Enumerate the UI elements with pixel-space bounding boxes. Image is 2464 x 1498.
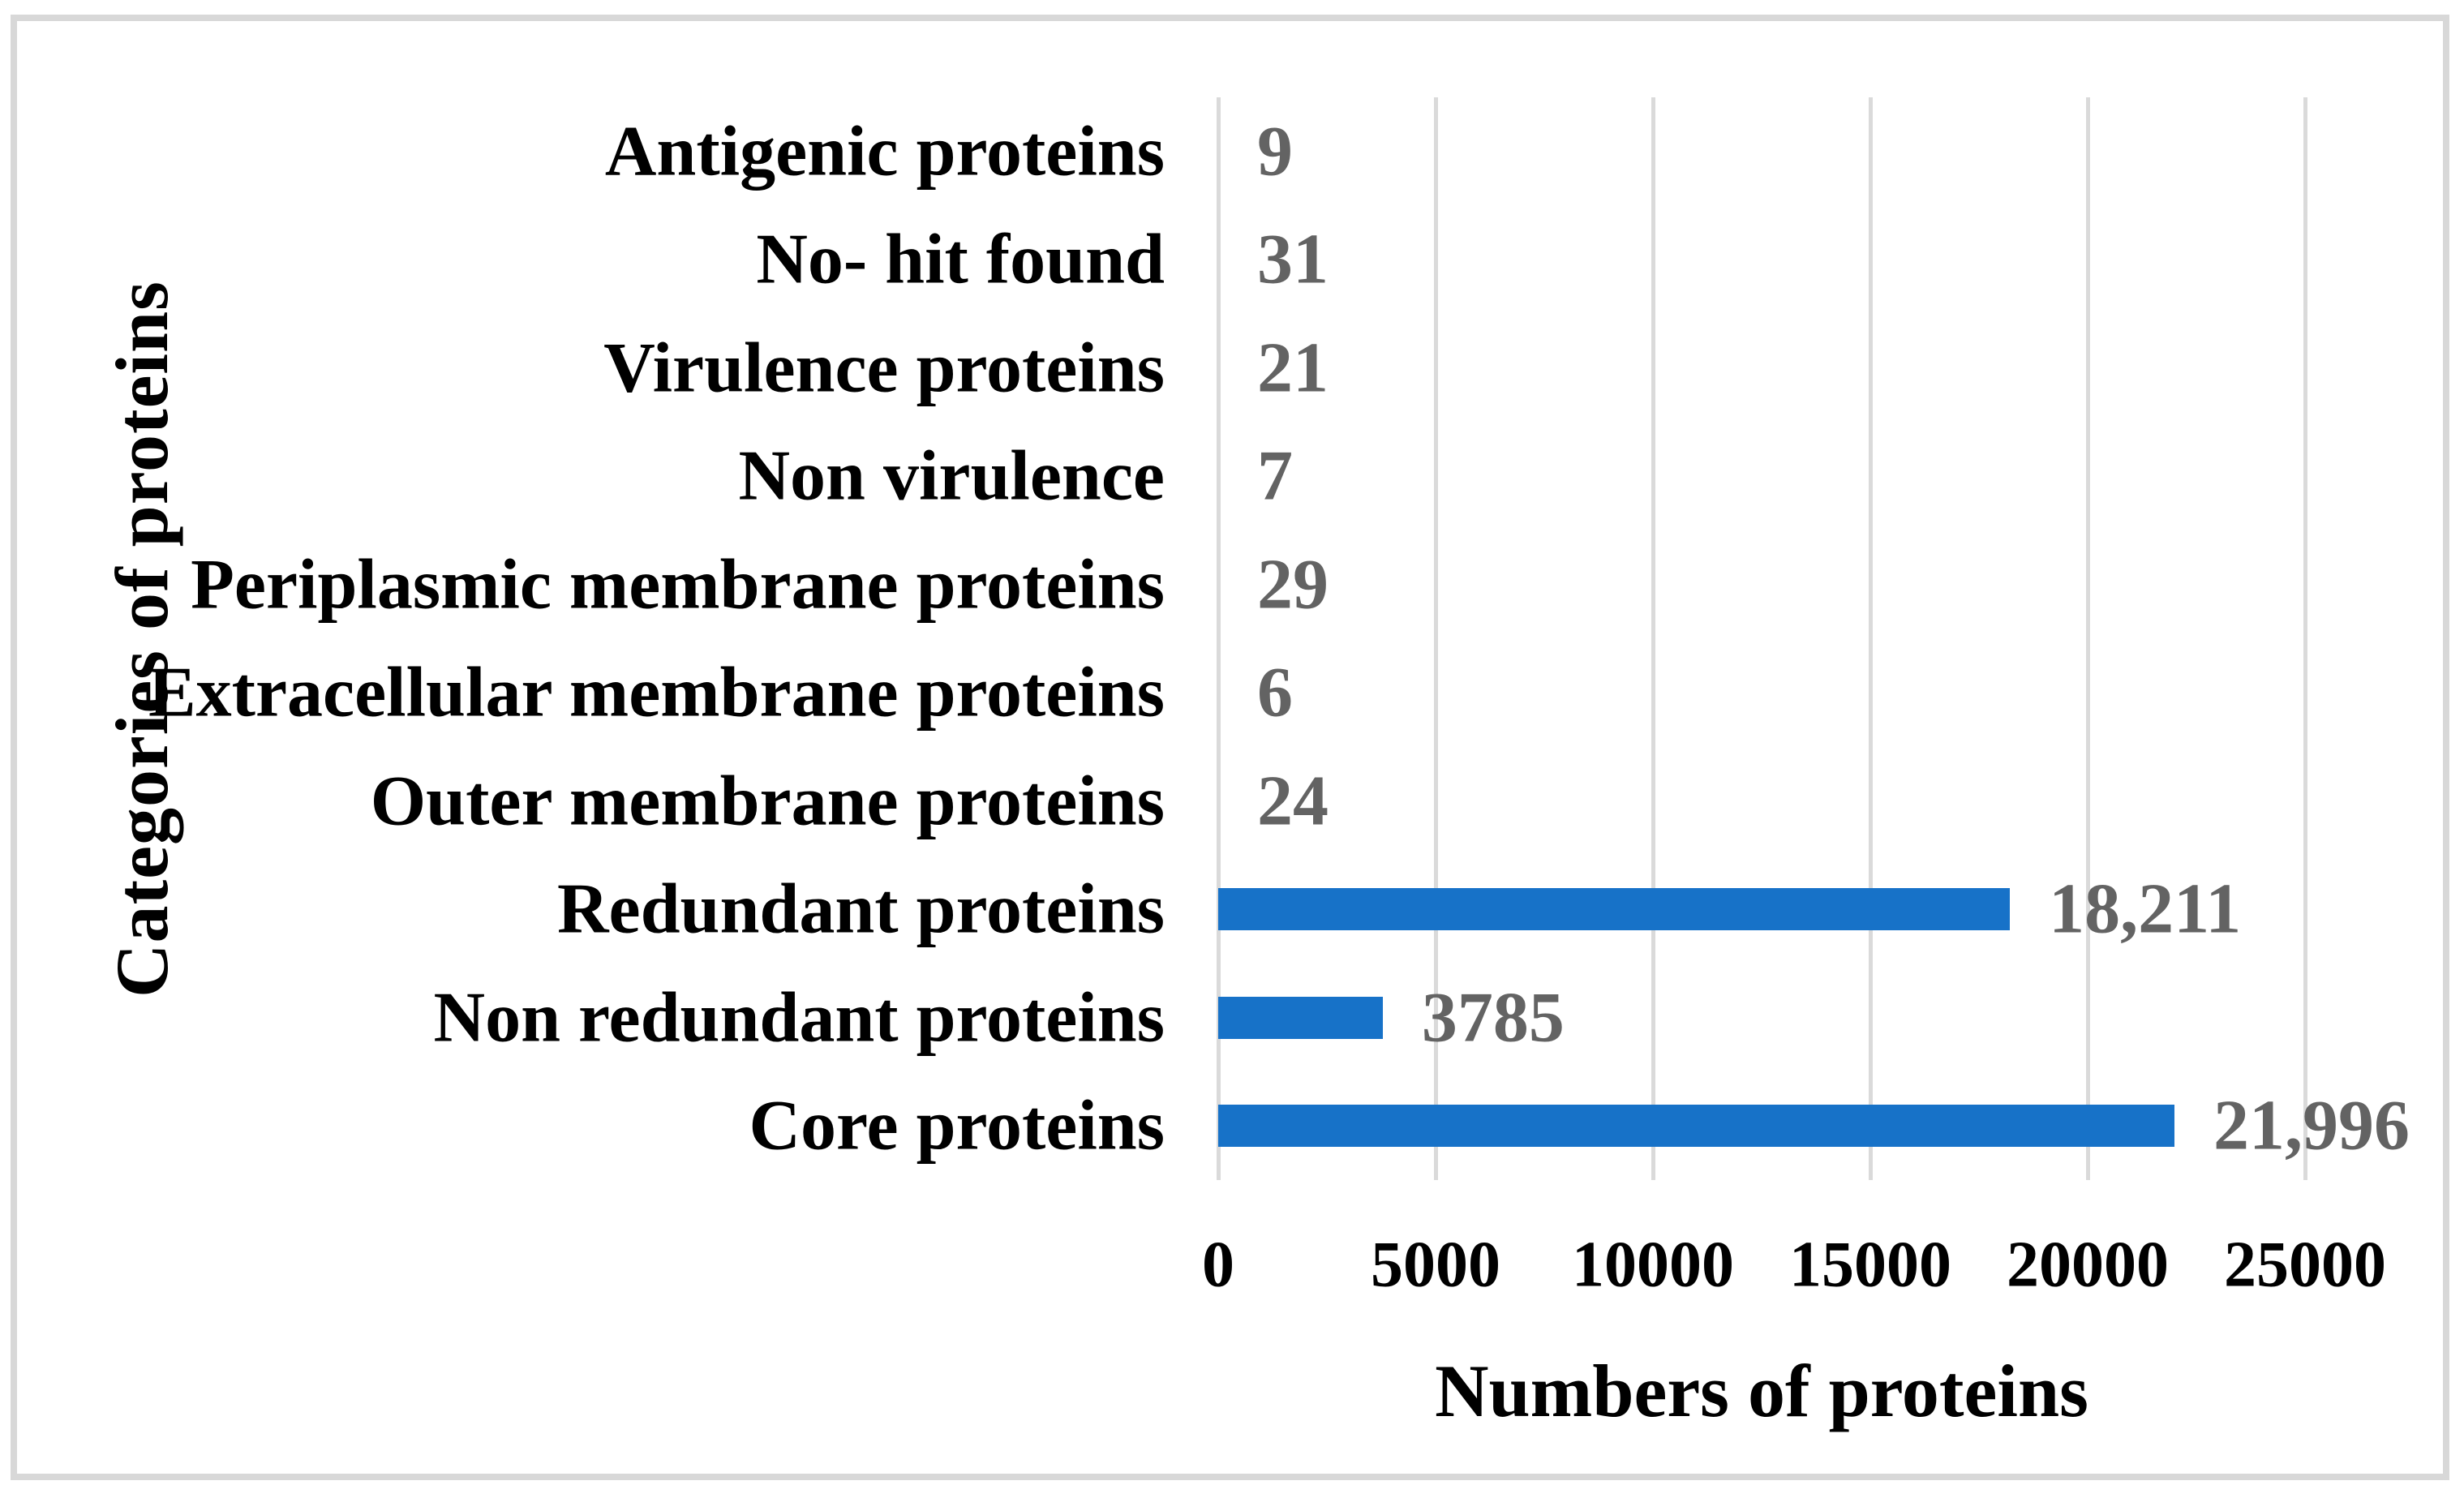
category-label: No- hit found bbox=[756, 220, 1165, 299]
gridline bbox=[2303, 97, 2307, 1180]
y-axis-title: Categories of proteins bbox=[101, 281, 183, 998]
x-tick-label: 10000 bbox=[1572, 1229, 1734, 1301]
value-label: 7 bbox=[1257, 436, 1293, 516]
value-label: 9 bbox=[1257, 112, 1293, 191]
value-label: 31 bbox=[1257, 220, 1329, 299]
x-tick-label: 15000 bbox=[1789, 1229, 1951, 1301]
x-axis-title: Numbers of proteins bbox=[1435, 1350, 2088, 1432]
category-label: Antigenic proteins bbox=[604, 112, 1165, 191]
x-tick-label: 25000 bbox=[2224, 1229, 2386, 1301]
x-tick-label: 0 bbox=[1202, 1229, 1234, 1301]
bar bbox=[1218, 996, 1383, 1039]
category-label: Redundant proteins bbox=[556, 869, 1165, 949]
x-tick-label: 5000 bbox=[1371, 1229, 1500, 1301]
value-label: 3785 bbox=[1421, 978, 1565, 1058]
category-label: Non virulence bbox=[738, 436, 1165, 516]
value-label: 24 bbox=[1257, 762, 1329, 841]
gridline bbox=[1433, 97, 1438, 1180]
value-label: 18,211 bbox=[2049, 869, 2242, 949]
category-label: Extracellular membrane proteins bbox=[148, 653, 1165, 732]
value-label: 6 bbox=[1257, 653, 1293, 732]
value-label: 29 bbox=[1257, 545, 1329, 625]
category-label: Virulence proteins bbox=[603, 328, 1165, 408]
bar bbox=[1218, 888, 2011, 931]
gridline bbox=[2085, 97, 2090, 1180]
bar bbox=[1218, 1105, 2174, 1148]
value-label: 21,996 bbox=[2213, 1086, 2410, 1165]
category-label: Non redundant proteins bbox=[433, 978, 1165, 1058]
value-label: 21 bbox=[1257, 328, 1329, 408]
figure-border bbox=[11, 15, 2449, 1480]
gridline bbox=[1216, 97, 1221, 1180]
gridline bbox=[1651, 97, 1655, 1180]
category-label: Outer membrane proteins bbox=[370, 762, 1165, 841]
gridline bbox=[1868, 97, 1873, 1180]
category-label: Periplasmic membrane proteins bbox=[191, 545, 1165, 625]
category-label: Core proteins bbox=[749, 1086, 1165, 1165]
x-tick-label: 20000 bbox=[2007, 1229, 2169, 1301]
